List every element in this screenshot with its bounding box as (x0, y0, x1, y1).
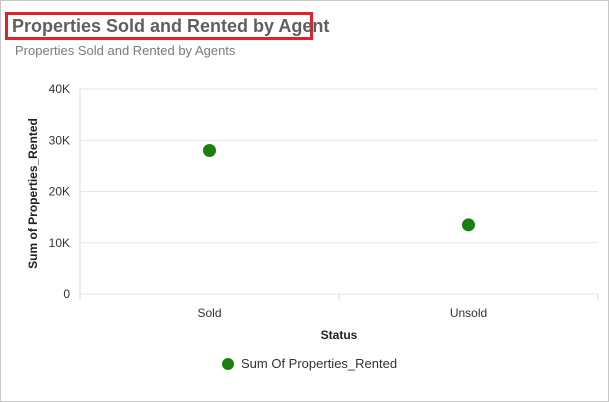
chart-subtitle: Properties Sold and Rented by Agents (15, 43, 236, 58)
y-tick-label: 40K (49, 82, 70, 96)
title-highlight-box (5, 12, 313, 40)
legend[interactable]: Sum Of Properties_Rented (222, 356, 397, 371)
y-axis-title: Sum of Properties_Rented (26, 118, 40, 269)
data-point (203, 144, 216, 157)
x-axis-title: Status (321, 328, 358, 342)
legend-marker-icon (222, 357, 234, 370)
legend-label: Sum Of Properties_Rented (241, 356, 398, 371)
data-point (462, 218, 475, 232)
y-tick-label: 30K (49, 133, 70, 147)
x-tick-label: Sold (197, 306, 221, 320)
y-tick-label: 0 (63, 287, 70, 301)
y-tick-label: 20K (49, 185, 70, 199)
y-tick-label: 10K (49, 236, 70, 250)
chart-title: Properties Sold and Rented by Agent (12, 16, 330, 36)
x-tick-label: Unsold (450, 306, 487, 320)
